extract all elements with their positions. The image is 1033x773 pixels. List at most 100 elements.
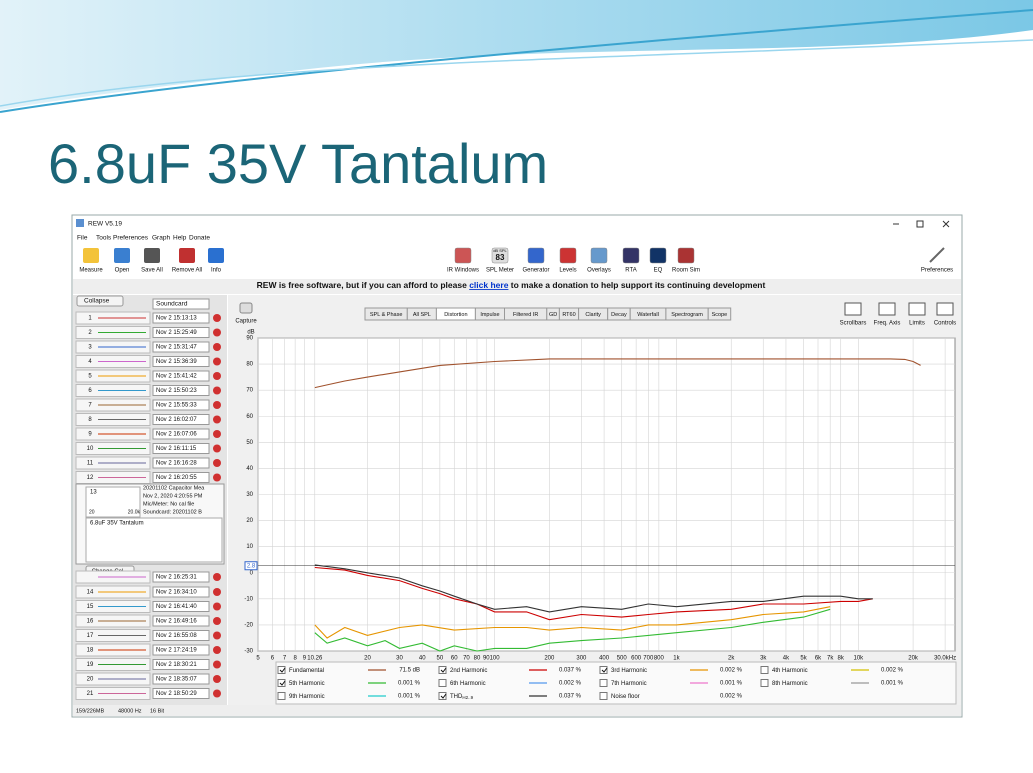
remove-button[interactable] — [213, 430, 221, 438]
tool-label[interactable]: Save All — [141, 268, 163, 274]
tool-label[interactable]: SPL Meter — [486, 268, 514, 274]
collapse-button[interactable] — [76, 295, 124, 307]
tool-icon[interactable] — [527, 247, 545, 264]
tab-label[interactable]: Clarity — [585, 312, 601, 318]
banner-link[interactable]: click here — [469, 280, 508, 290]
remove-button[interactable] — [213, 415, 221, 424]
tab-label[interactable]: All SPL — [413, 312, 431, 318]
legend-checkbox[interactable] — [277, 666, 286, 674]
remove-button[interactable] — [213, 459, 221, 467]
menu-item[interactable]: File — [77, 235, 88, 242]
tab-label[interactable]: Impulse — [480, 312, 499, 318]
legend-checkbox[interactable] — [760, 666, 769, 674]
remove-button[interactable] — [213, 314, 221, 322]
control-icon[interactable] — [844, 302, 862, 316]
menu-item[interactable]: Graph — [152, 235, 170, 242]
tool-icon[interactable] — [677, 247, 695, 264]
tab-label[interactable]: Distortion — [444, 312, 467, 318]
tool-icon[interactable] — [491, 247, 509, 264]
remove-button[interactable] — [213, 646, 221, 654]
tool-label[interactable]: Remove All — [172, 268, 202, 274]
tab[interactable] — [707, 307, 732, 321]
control-label[interactable]: Limits — [909, 321, 925, 327]
tool-icon[interactable] — [649, 247, 667, 264]
legend-checkbox[interactable] — [438, 666, 447, 674]
legend-checkbox[interactable] — [438, 679, 447, 687]
legend-name-text: Fundamental — [289, 668, 324, 674]
legend-checkbox[interactable] — [438, 692, 447, 700]
tab-label[interactable]: Scope — [712, 312, 728, 318]
menu-item[interactable]: Preferences — [113, 235, 149, 242]
control-icon[interactable] — [936, 302, 954, 316]
tool-icon[interactable] — [590, 247, 608, 264]
menu-item[interactable]: Tools — [96, 235, 112, 242]
tool-label[interactable]: Open — [115, 268, 130, 274]
remove-button[interactable] — [213, 660, 221, 669]
tab-label[interactable]: Decay — [611, 312, 627, 318]
remove-button[interactable] — [213, 617, 221, 625]
tab-label[interactable]: RT60 — [562, 312, 575, 318]
tool-label[interactable]: Levels — [559, 268, 576, 274]
tab-label[interactable]: Waterfall — [637, 312, 659, 318]
remove-button[interactable] — [213, 357, 221, 366]
tool-label[interactable]: Measure — [79, 268, 103, 274]
x-tick-label: 10k — [853, 656, 864, 662]
tab-label[interactable]: Filtered IR — [513, 312, 538, 318]
tool-icon[interactable] — [929, 247, 945, 263]
tool-label[interactable]: EQ — [654, 268, 663, 274]
legend-checkbox[interactable] — [599, 692, 608, 700]
tool-icon[interactable] — [622, 247, 640, 264]
remove-button[interactable] — [213, 473, 221, 482]
x-tick-label: 600 — [631, 656, 642, 662]
control-label[interactable]: Controls — [934, 321, 956, 327]
collapse-label[interactable]: Collapse — [84, 298, 110, 305]
control-icon[interactable] — [908, 302, 926, 316]
legend-checkbox[interactable] — [277, 692, 286, 700]
remove-button[interactable] — [213, 602, 221, 611]
remove-button[interactable] — [213, 343, 221, 351]
menu-item[interactable]: Donate — [189, 235, 210, 242]
tool-label[interactable]: Preferences — [921, 268, 953, 274]
maximize[interactable] — [916, 220, 924, 228]
remove-button[interactable] — [213, 401, 221, 409]
control-icon[interactable] — [878, 302, 896, 316]
remove-button[interactable] — [213, 689, 221, 698]
remove-button[interactable] — [213, 386, 221, 395]
tool-icon[interactable] — [114, 248, 130, 263]
remove-button[interactable] — [213, 328, 221, 337]
legend-name-text: THD — [450, 694, 463, 700]
control-label[interactable]: Freq. Axis — [874, 321, 901, 327]
legend-checkbox[interactable] — [760, 679, 769, 687]
tool-icon[interactable] — [208, 248, 224, 263]
legend-checkbox[interactable] — [599, 666, 608, 674]
remove-button[interactable] — [213, 631, 221, 640]
remove-button[interactable] — [213, 588, 221, 596]
tool-icon[interactable] — [179, 248, 195, 263]
remove-button[interactable] — [213, 675, 221, 683]
tool-icon[interactable] — [454, 247, 472, 264]
tool-icon[interactable] — [559, 247, 577, 264]
remove-button[interactable] — [213, 573, 221, 581]
tool-icon[interactable] — [83, 248, 99, 263]
control-label[interactable]: Scrollbars — [840, 321, 867, 327]
capture-icon[interactable] — [239, 302, 253, 314]
tab-label[interactable]: SPL & Phase — [370, 312, 403, 318]
tool-label[interactable]: Room Sim — [672, 268, 700, 274]
tool-label[interactable]: IR Windows — [447, 268, 479, 274]
legend-checkbox[interactable] — [599, 679, 608, 687]
tool-icon[interactable] — [144, 248, 160, 263]
menu-item[interactable]: Help — [173, 235, 187, 242]
remove-button[interactable] — [213, 444, 221, 453]
tool-label[interactable]: RTA — [625, 268, 636, 274]
capture-label[interactable]: Capture — [235, 319, 257, 325]
close[interactable] — [942, 220, 950, 228]
remove-button[interactable] — [213, 372, 221, 380]
tool-label[interactable]: Overlays — [587, 268, 611, 274]
tab-label[interactable]: Spectrogram — [671, 312, 703, 318]
tool-label[interactable]: Info — [211, 268, 222, 274]
tab-label[interactable]: GD — [549, 312, 557, 318]
legend-checkbox[interactable] — [277, 679, 286, 687]
checkmark — [279, 667, 286, 673]
tool-label[interactable]: Generator — [522, 268, 549, 274]
date-box — [152, 414, 210, 425]
